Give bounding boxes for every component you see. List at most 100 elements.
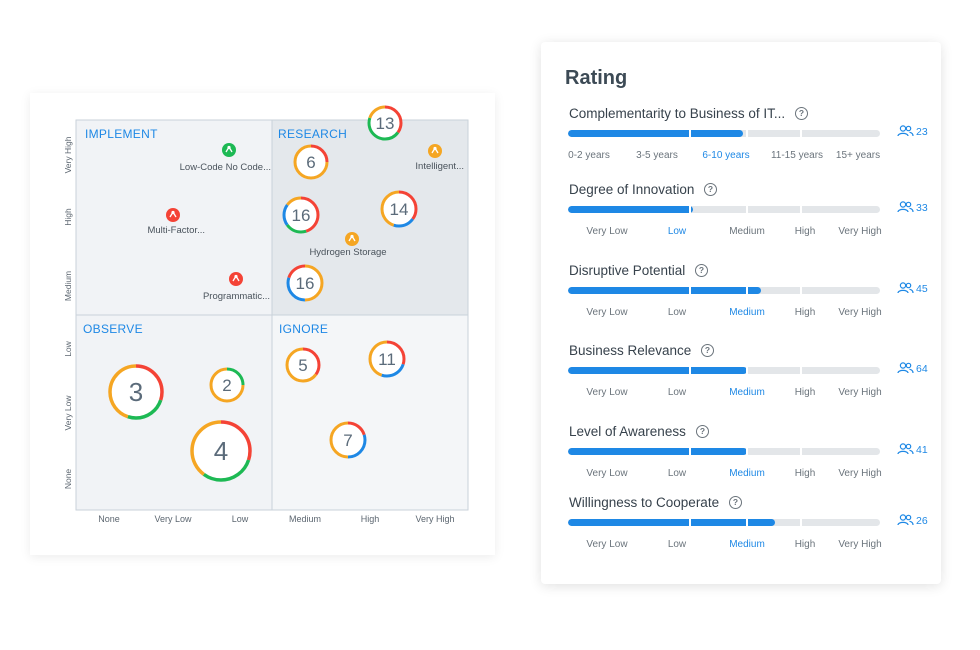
bubble-ring-segment [286,264,324,302]
bubble-count: 2 [222,376,231,395]
rating-scale-label[interactable]: 3-5 years [636,150,678,161]
technology-label-intelligent[interactable]: Intelligent... [415,161,464,172]
technology-label-hydrogen[interactable]: Hydrogen Storage [309,247,386,258]
help-icon[interactable]: ? [695,264,708,277]
rating-scale-label[interactable]: 11-15 years [770,150,824,161]
help-icon[interactable]: ? [729,496,742,509]
rating-scale-label[interactable]: Low [667,539,687,550]
bubble-background [192,422,250,480]
rating-metric: Business Relevance? 64 Very Low Low Medium Hi… [541,343,941,423]
y-axis-label: Very Low [63,395,73,431]
technology-count-bubble[interactable]: 13 [367,105,403,141]
technology-count-bubble[interactable]: 4 [190,420,252,482]
rating-slider[interactable] [568,519,880,526]
rating-scale-label[interactable]: Very High [838,307,882,318]
radar-matrix: IMPLEMENT RESEARCH OBSERVE IGNORE Very H… [63,105,469,524]
help-icon[interactable]: ? [701,344,714,357]
rating-title: Rating [565,67,628,89]
bubble-ring-segment [368,340,406,378]
rating-slider[interactable] [568,206,880,213]
technology-marker-multi-factor[interactable] [166,208,180,222]
rating-scale-label[interactable]: Very Low [586,387,628,398]
users-icon [897,514,914,526]
rating-scale-label[interactable]: High [794,539,816,550]
technology-count-bubble[interactable]: 16 [282,196,320,234]
technology-label-low-code[interactable]: Low-Code No Code... [180,162,271,173]
bubble-ring-segment [282,196,320,234]
technology-marker-intelligent[interactable] [428,144,442,158]
technology-count-bubble[interactable]: 2 [209,367,245,403]
quadrant-observe [75,314,273,511]
rating-scale-label[interactable]: Very High [838,226,882,237]
rating-scale-label[interactable]: Low [667,387,687,398]
rating-scale-label[interactable]: Medium [729,226,765,237]
help-icon[interactable]: ? [704,183,717,196]
rating-scale-label[interactable]: 6-10 years [702,150,750,161]
bubble-count: 16 [292,206,311,225]
y-axis-label: High [63,208,73,226]
technology-count-bubble[interactable]: 11 [368,340,406,378]
technology-count-bubble[interactable]: 5 [285,347,321,383]
bubble-background [369,107,401,139]
rating-metric: Disruptive Potential? 45 Very Low Low Medium… [541,263,941,343]
voters-count-value: 45 [916,283,928,295]
technology-count-bubble[interactable]: 16 [286,264,324,302]
rating-slider[interactable] [568,448,880,455]
technology-count-bubble[interactable]: 3 [108,364,164,420]
rating-scale-label[interactable]: Very Low [586,307,628,318]
rating-scale-label[interactable]: Very High [838,539,882,550]
rating-metric-name: Complementarity to Business of IT... [569,106,786,121]
quadrant-label-observe: OBSERVE [83,322,143,336]
technology-count-bubble[interactable]: 6 [293,144,329,180]
rating-scale-label[interactable]: High [794,468,816,479]
rating-slider-divider [800,367,802,374]
bubble-ring-segment [293,144,329,180]
rating-metric: Willingness to Cooperate? 26 Very Low Low Me… [541,495,941,575]
technology-count-bubble[interactable]: 14 [380,190,418,228]
rating-scale-label[interactable]: High [794,387,816,398]
bubble-count: 7 [343,431,352,450]
technology-label-programmatic[interactable]: Programmatic... [203,291,270,302]
rating-scale-label[interactable]: 0-2 years [568,150,610,161]
rating-slider-fill [568,206,693,213]
rating-slider-fill [568,448,748,455]
help-icon[interactable]: ? [696,425,709,438]
technology-marker-hydrogen[interactable] [345,232,359,246]
bubble-background [295,146,327,178]
rating-scale-label[interactable]: Medium [729,468,765,479]
rating-scale-label[interactable]: Medium [729,539,765,550]
bubble-background [370,342,404,376]
rating-scale-label[interactable]: Very Low [586,539,628,550]
bubble-ring-segment [380,190,418,228]
bubble-background [284,198,318,232]
rating-slider-divider [689,519,691,526]
technology-count-bubble[interactable]: 7 [329,421,367,459]
rating-scale-label[interactable]: 15+ years [835,150,881,161]
rating-scale-label[interactable]: Very Low [586,226,628,237]
technology-label-multi-factor[interactable]: Multi-Factor... [147,225,205,236]
rating-scale-label[interactable]: High [794,307,816,318]
rating-slider[interactable] [568,367,880,374]
voters-count-value: 41 [916,444,928,456]
rating-scale-label[interactable]: Low [667,226,687,237]
rating-scale-label[interactable]: Very High [838,387,882,398]
rating-scale-label[interactable]: Low [667,307,687,318]
rating-scale-label[interactable]: Very Low [586,468,628,479]
rating-scale-label[interactable]: High [794,226,816,237]
bubble-count: 14 [390,200,409,219]
users-icon [897,282,914,294]
technology-marker-low-code[interactable] [222,143,236,157]
rating-scale-label[interactable]: Medium [729,307,765,318]
rating-metric-name: Level of Awareness [569,424,686,439]
technology-marker-programmatic[interactable] [229,272,243,286]
rating-metric: Complementarity to Business of IT...? 23 0… [541,106,941,186]
rating-scale-label[interactable]: Medium [729,387,765,398]
rating-metric-name: Business Relevance [569,343,692,358]
rating-slider-divider [746,206,748,213]
help-icon[interactable]: ? [795,107,808,120]
bubble-ring-segment [286,264,324,302]
rating-slider[interactable] [568,130,880,137]
rating-scale-label[interactable]: Very High [838,468,882,479]
rating-scale-label[interactable]: Low [667,468,687,479]
rating-slider[interactable] [568,287,880,294]
